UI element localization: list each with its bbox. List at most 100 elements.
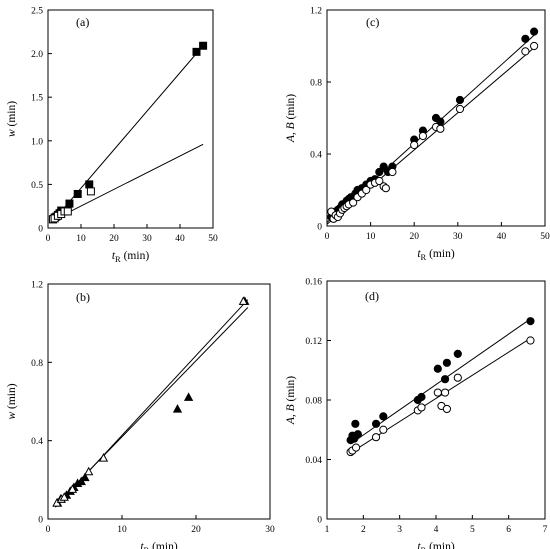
- y-tick-label: 2.0: [31, 50, 43, 60]
- x-tick-label: 50: [540, 232, 550, 242]
- y-axis-label: w (min): [6, 383, 18, 419]
- x-tick-label: 30: [142, 234, 152, 244]
- x-tick-label: 40: [497, 232, 507, 242]
- y-axis-label: A, B (min): [285, 94, 297, 143]
- plot-frame: [47, 9, 214, 229]
- data-point-filled-square: [65, 199, 74, 208]
- x-tick-label: 20: [109, 234, 119, 244]
- data-point-filled-circle: [375, 167, 384, 177]
- data-point-open-triangle: [238, 296, 249, 305]
- x-axis-label-subscript: R: [144, 545, 150, 549]
- data-point-open-circle: [417, 403, 426, 412]
- data-point-open-circle: [436, 124, 445, 133]
- x-tick-label: 0: [46, 234, 51, 244]
- x-axis-label: tR (min): [140, 541, 177, 549]
- y-tick-label: 0: [38, 516, 43, 526]
- data-point-filled-circle: [417, 392, 426, 402]
- y-tick-label: 1.5: [31, 94, 43, 104]
- y-tick-label: 0.4: [31, 437, 43, 447]
- data-point-open-circle: [375, 176, 384, 186]
- plot-frame: [326, 280, 546, 520]
- data-point-filled-square: [199, 41, 208, 50]
- data-point-filled-circle: [379, 162, 388, 171]
- x-tick-label: 6: [506, 525, 511, 535]
- y-tick-label: 0.04: [305, 456, 322, 466]
- x-axis-label: tR (min): [112, 250, 149, 264]
- y-tick-label: 0.16: [305, 278, 322, 288]
- x-tick-label: 30: [265, 525, 275, 535]
- y-axis-label: w (min): [6, 101, 18, 137]
- y-tick-label: 0.12: [305, 337, 322, 347]
- data-point-open-circle: [379, 425, 388, 434]
- data-point-open-circle: [351, 443, 361, 452]
- x-axis-label-unit: (min): [426, 541, 455, 549]
- x-axis-label-symbol: t: [417, 248, 421, 260]
- x-tick-label: 1: [325, 525, 330, 535]
- data-point-open-triangle: [84, 466, 94, 476]
- y-axis-label-symbol: A, B: [285, 404, 297, 425]
- data-point-open-circle: [530, 41, 539, 51]
- data-point-open-circle: [410, 140, 419, 150]
- data-point-open-circle: [418, 131, 428, 141]
- y-axis-label-symbol: A, B: [285, 122, 297, 143]
- x-tick-label: 3: [397, 525, 402, 535]
- data-point-open-circle: [453, 373, 462, 382]
- data-point-open-circle: [433, 388, 442, 397]
- data-point-open-triangle: [67, 484, 78, 493]
- y-axis-label-unit: (min): [6, 383, 18, 412]
- y-tick-label: 0: [38, 225, 43, 235]
- y-tick-label: 1.2: [310, 7, 322, 17]
- data-point-filled-circle: [530, 27, 539, 36]
- x-tick-label: 4: [434, 525, 439, 535]
- data-point-filled-circle: [526, 317, 535, 326]
- data-point-open-circle: [349, 198, 358, 207]
- data-point-filled-circle: [433, 364, 442, 373]
- x-tick-label: 7: [543, 525, 548, 535]
- y-tick-label: 0: [317, 516, 322, 526]
- data-point-filled-square: [73, 189, 82, 198]
- x-tick-label: 10: [366, 232, 376, 242]
- x-tick-label: 0: [46, 525, 51, 535]
- data-point-filled-triangle: [183, 392, 194, 401]
- x-axis-label-unit: (min): [426, 248, 455, 260]
- panel-label: (a): [76, 15, 89, 29]
- x-axis-label-symbol: t: [417, 541, 421, 549]
- x-axis-label-subscript: R: [421, 252, 427, 262]
- x-axis-label-subscript: R: [421, 545, 427, 549]
- data-point-open-circle: [381, 184, 390, 193]
- data-point-filled-square: [85, 180, 94, 189]
- x-axis-label: tR (min): [417, 541, 454, 549]
- x-tick-label: 2: [361, 525, 366, 535]
- x-tick-label: 40: [175, 234, 185, 244]
- x-tick-label: 20: [409, 232, 419, 242]
- panel-label: (b): [76, 290, 90, 304]
- data-point-filled-square: [192, 47, 201, 56]
- y-tick-label: 2.5: [31, 7, 43, 17]
- data-point-open-circle: [521, 47, 530, 56]
- data-point-filled-circle: [351, 419, 360, 428]
- y-tick-label: 0: [317, 223, 322, 233]
- x-tick-label: 5: [470, 525, 475, 535]
- x-axis-label-symbol: t: [112, 250, 116, 262]
- data-point-filled-triangle: [80, 472, 90, 482]
- plot-frame: [47, 283, 271, 520]
- y-axis-label-unit: (min): [285, 376, 297, 405]
- data-point-open-circle: [371, 433, 381, 442]
- data-point-open-circle: [442, 404, 451, 414]
- x-axis-label-unit: (min): [149, 541, 178, 549]
- data-point-filled-circle: [353, 430, 362, 439]
- data-point-open-circle: [362, 185, 371, 195]
- x-axis-label-unit: (min): [121, 250, 150, 262]
- data-point-open-circle: [455, 104, 465, 114]
- panel-label: (c): [366, 15, 379, 29]
- data-point-filled-circle: [440, 375, 450, 384]
- plot-frame: [326, 9, 546, 227]
- data-point-open-triangle: [59, 492, 69, 501]
- fit-line-1: [350, 318, 531, 445]
- data-point-open-circle: [440, 388, 450, 397]
- y-tick-label: 0.8: [31, 359, 43, 369]
